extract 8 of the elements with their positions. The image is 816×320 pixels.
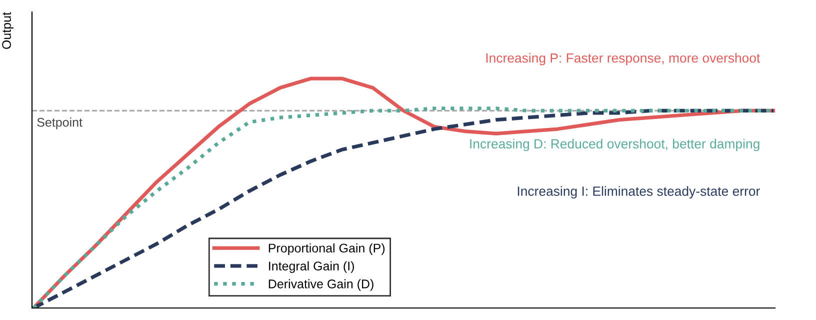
legend-label: Integral Gain (I) xyxy=(269,261,354,273)
y-axis-title: Output xyxy=(2,12,14,49)
annotation: Increasing D: Reduced overshoot, better damping xyxy=(470,138,760,152)
text: Increasing P: Faster response, more overshoot xyxy=(486,52,760,66)
annotation: Increasing I: Eliminates steady-state error xyxy=(518,186,760,198)
ref-line-label: Setpoint xyxy=(37,118,82,130)
legend-label: Derivative Gain (D) xyxy=(268,279,374,291)
legend-label: Proportional Gain (P) xyxy=(268,243,385,256)
